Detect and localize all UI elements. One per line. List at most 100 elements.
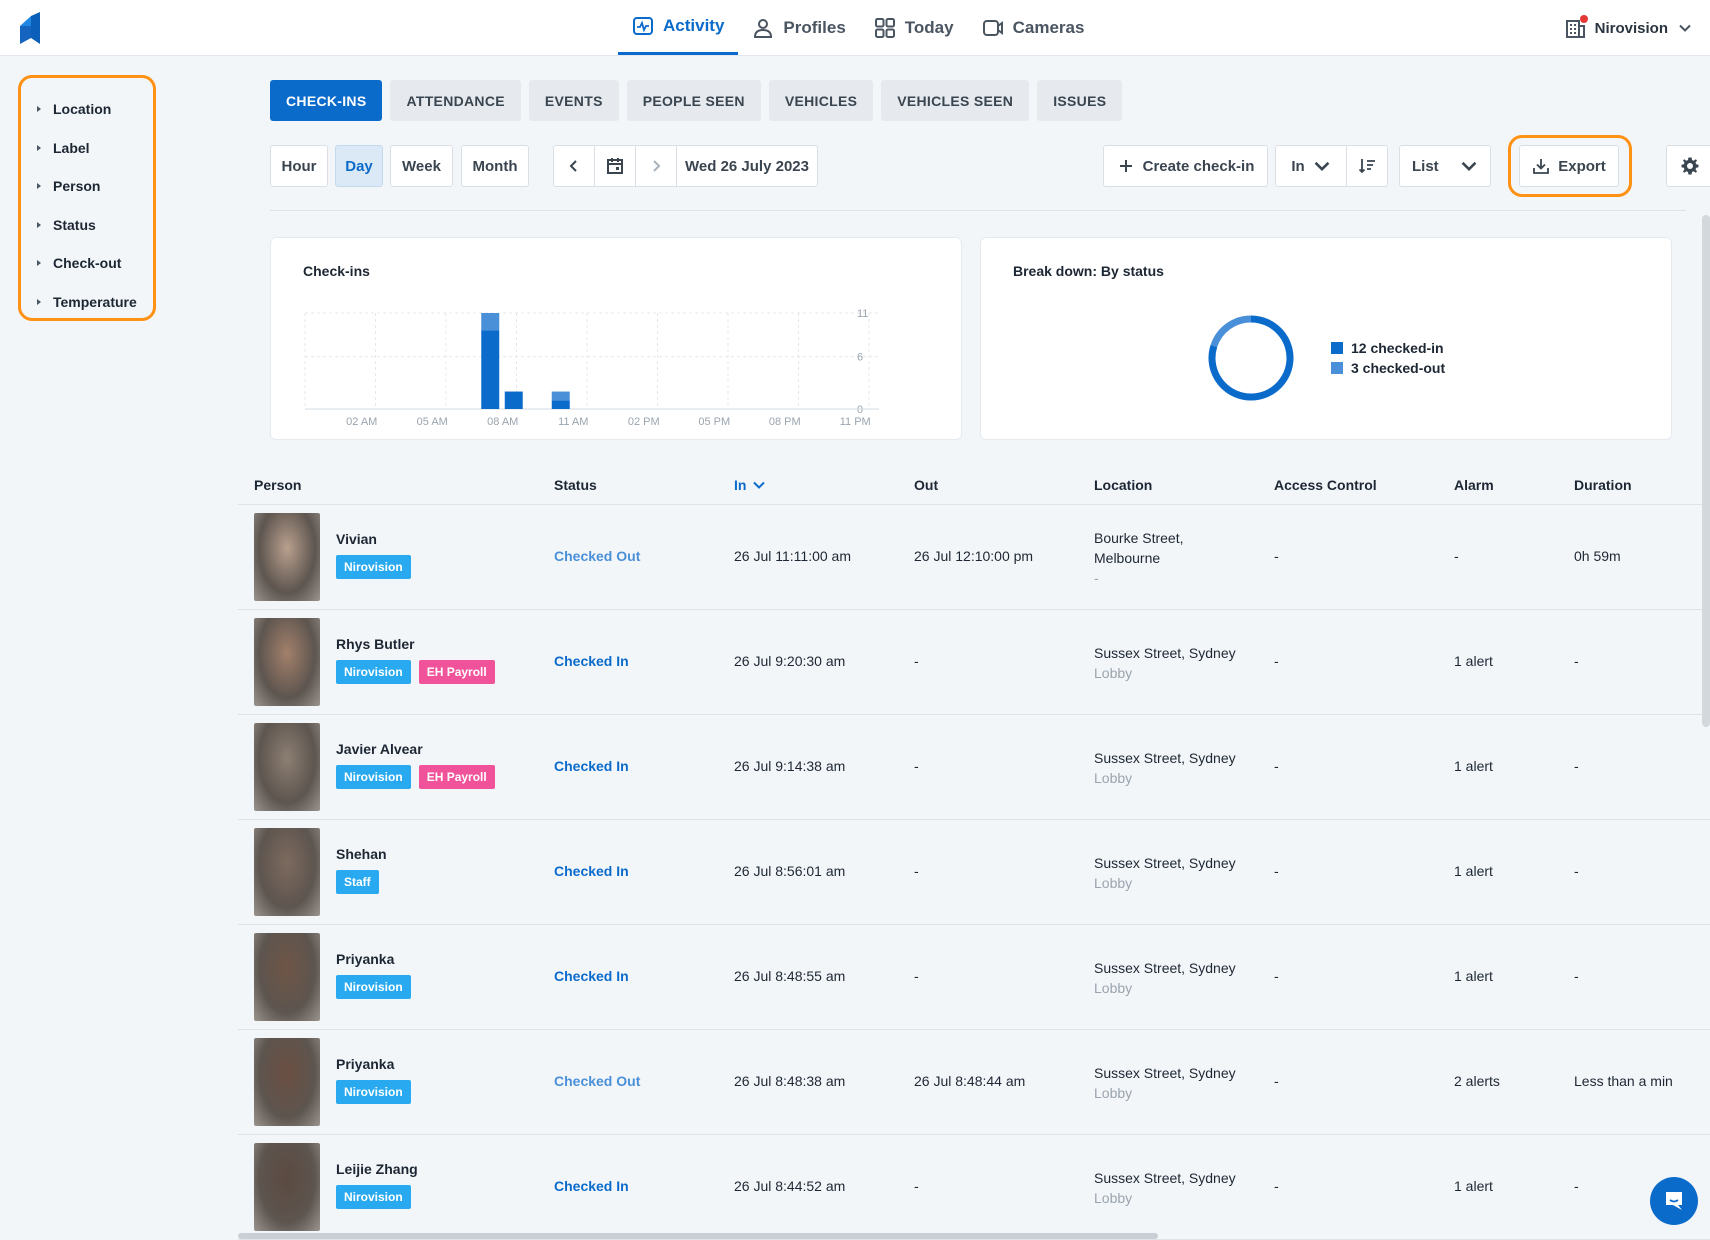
avatar[interactable] (254, 513, 320, 601)
sort-field-select[interactable]: In (1275, 145, 1347, 187)
range-week-button[interactable]: Week (390, 145, 453, 187)
horizontal-scrollbar[interactable] (238, 1233, 1158, 1239)
avatar[interactable] (254, 618, 320, 706)
gear-icon (1681, 157, 1699, 175)
nav-today[interactable]: Today (860, 0, 968, 55)
export-button[interactable]: Export (1519, 145, 1619, 187)
sort-order-button[interactable] (1346, 145, 1388, 187)
create-checkin-button[interactable]: Create check-in (1103, 145, 1268, 187)
table-row[interactable]: Rhys Butler Nirovision EH Payroll Checked… (238, 610, 1710, 715)
caret-right-icon (37, 144, 41, 151)
calendar-button[interactable] (594, 145, 636, 187)
col-alarm[interactable]: Alarm (1454, 477, 1494, 493)
table-row[interactable]: Javier Alvear Nirovision EH Payroll Check… (238, 715, 1710, 820)
col-in[interactable]: In (734, 477, 766, 493)
filter-person[interactable]: Person (21, 167, 153, 206)
filter-location[interactable]: Location (21, 90, 153, 129)
avatar[interactable] (254, 828, 320, 916)
col-person[interactable]: Person (254, 477, 302, 493)
vertical-scrollbar[interactable] (1702, 215, 1710, 727)
activity-tabs: CHECK-INS ATTENDANCE EVENTS PEOPLE SEEN VEHI… (270, 80, 1123, 121)
location-line-1: Sussex Street, Sydney (1094, 1170, 1236, 1186)
x-tick-label: 08 AM (487, 416, 518, 428)
prev-date-button[interactable] (553, 145, 595, 187)
duration-value: - (1574, 1178, 1579, 1194)
org-name: Nirovision (1594, 19, 1668, 37)
duration-value: - (1574, 758, 1579, 774)
tab-issues[interactable]: ISSUES (1037, 80, 1123, 121)
filter-check-out[interactable]: Check-out (21, 244, 153, 283)
filter-label: Temperature (53, 293, 137, 310)
in-time: 26 Jul 8:44:52 am (734, 1178, 846, 1194)
person-badges: Nirovision EH Payroll (336, 765, 495, 789)
alarm-value: 1 alert (1454, 863, 1493, 879)
duration-value: 0h 59m (1574, 548, 1621, 564)
table-header: Person Status In Out Location Access Con… (238, 465, 1710, 505)
filter-label[interactable]: Label (21, 129, 153, 168)
settings-button[interactable] (1666, 145, 1710, 187)
date-display[interactable]: Wed 26 July 2023 (676, 145, 818, 187)
tab-check-ins[interactable]: CHECK-INS (270, 80, 383, 121)
legend-item-checked-out: 3 checked-out (1331, 358, 1445, 378)
person-name[interactable]: Priyanka (336, 1056, 395, 1072)
tab-vehicles[interactable]: VEHICLES (768, 80, 874, 121)
location-line-1: Sussex Street, Sydney (1094, 855, 1236, 871)
nav-activity[interactable]: Activity (618, 0, 739, 55)
chevron-right-icon (653, 160, 661, 172)
org-switcher[interactable]: Nirovision (1565, 0, 1692, 56)
table-row[interactable]: Leijie Zhang Nirovision Checked In 26 Ju… (238, 1135, 1710, 1240)
next-date-button[interactable] (635, 145, 677, 187)
table-row[interactable]: Priyanka Nirovision Checked In 26 Jul 8:… (238, 925, 1710, 1030)
label-badge: Nirovision (336, 1080, 411, 1104)
location-line-1: Sussex Street, Sydney (1094, 750, 1236, 766)
chat-launcher-button[interactable] (1650, 1177, 1698, 1225)
person-name[interactable]: Leijie Zhang (336, 1161, 418, 1177)
filter-temperature[interactable]: Temperature (21, 283, 153, 322)
tab-vehicles-seen[interactable]: VEHICLES SEEN (881, 80, 1030, 121)
location-line-2: Lobby (1094, 665, 1133, 681)
location-line-1: Sussex Street, Sydney (1094, 960, 1236, 976)
person-name[interactable]: Rhys Butler (336, 636, 415, 652)
person-name[interactable]: Shehan (336, 846, 387, 862)
nav-profiles[interactable]: Profiles (738, 0, 859, 55)
nirovision-logo[interactable] (18, 12, 44, 44)
legend-item-checked-in: 12 checked-in (1331, 338, 1445, 358)
avatar[interactable] (254, 1143, 320, 1231)
person-name[interactable]: Javier Alvear (336, 741, 423, 757)
col-status[interactable]: Status (554, 477, 597, 493)
location-cell: Sussex Street, Sydney Lobby (1094, 643, 1236, 683)
toolbar: Hour Day Week Month Wed 26 July 2023 Cre… (270, 135, 1710, 197)
alarm-value: - (1454, 548, 1459, 564)
location-line-2: Lobby (1094, 980, 1133, 996)
y-tick-label: 0 (857, 404, 863, 416)
view-mode-select[interactable]: List (1399, 145, 1491, 187)
location-cell: Sussex Street, Sydney Lobby (1094, 748, 1236, 788)
nav-cameras[interactable]: Cameras (968, 0, 1099, 55)
range-month-button[interactable]: Month (461, 145, 529, 187)
avatar[interactable] (254, 1038, 320, 1126)
range-hour-button[interactable]: Hour (270, 145, 328, 187)
person-name[interactable]: Vivian (336, 531, 377, 547)
tab-people-seen[interactable]: PEOPLE SEEN (626, 80, 761, 121)
legend-swatch (1331, 362, 1343, 374)
person-name[interactable]: Priyanka (336, 951, 395, 967)
avatar[interactable] (254, 933, 320, 1021)
range-day-button[interactable]: Day (335, 145, 383, 187)
filter-label: Person (53, 178, 101, 195)
col-location[interactable]: Location (1094, 477, 1153, 493)
avatar[interactable] (254, 723, 320, 811)
nav-label: Profiles (783, 17, 846, 37)
label-badge: Nirovision (336, 765, 411, 789)
table-row[interactable]: Shehan Staff Checked In 26 Jul 8:56:01 a… (238, 820, 1710, 925)
tab-events[interactable]: EVENTS (528, 80, 619, 121)
tab-attendance[interactable]: ATTENDANCE (390, 80, 521, 121)
location-line-1: Sussex Street, Sydney (1094, 645, 1236, 661)
col-out[interactable]: Out (914, 477, 939, 493)
filter-status[interactable]: Status (21, 206, 153, 245)
col-access-control[interactable]: Access Control (1274, 477, 1377, 493)
col-duration[interactable]: Duration (1574, 477, 1632, 493)
donut-slice-checked-in (1208, 315, 1294, 401)
table-row[interactable]: Vivian Nirovision Checked Out 26 Jul 11:… (238, 505, 1710, 610)
y-tick-label: 6 (857, 352, 863, 364)
table-row[interactable]: Priyanka Nirovision Checked Out 26 Jul 8… (238, 1030, 1710, 1135)
